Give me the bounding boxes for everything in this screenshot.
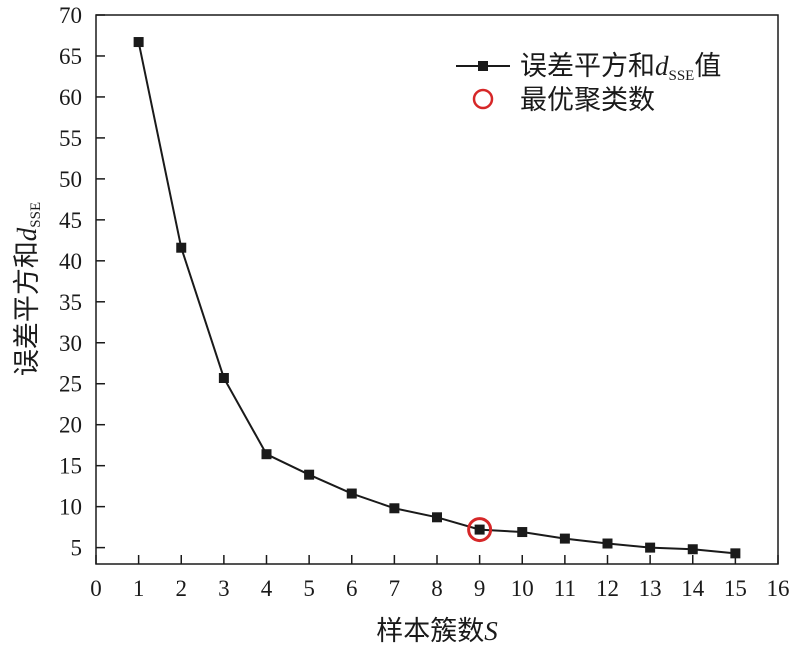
y-tick-label: 35 [59, 290, 82, 315]
data-point-marker [304, 469, 315, 480]
legend: 误差平方和dSSE值 最优聚类数 [456, 51, 721, 115]
y-axis-subscript: SSE [28, 202, 44, 228]
x-tick-label: 0 [90, 576, 102, 601]
y-tick-label: 50 [59, 167, 82, 192]
x-tick-label: 11 [554, 576, 576, 601]
x-tick-label: 4 [261, 576, 273, 601]
y-tick-label: 25 [59, 372, 82, 397]
y-tick-label: 5 [71, 536, 83, 561]
legend-highlight-label: 最优聚类数 [520, 85, 655, 115]
series-line [137, 41, 736, 555]
data-point-marker [730, 548, 741, 559]
x-axis: 0 1 2 3 4 5 6 7 8 9 10 11 12 13 14 15 16 [90, 555, 790, 601]
x-tick-label: 8 [431, 576, 443, 601]
x-tick-label: 2 [176, 576, 188, 601]
series-layer [133, 37, 741, 559]
data-point-marker [474, 524, 485, 535]
y-tick-label: 55 [59, 126, 82, 151]
legend-circle-marker [472, 88, 494, 110]
data-point-marker [346, 488, 357, 499]
optimal-cluster-circle [467, 517, 493, 543]
y-axis-variable: d [12, 227, 42, 241]
x-tick-label: 6 [346, 576, 358, 601]
y-tick-label: 65 [59, 44, 82, 69]
x-tick-label: 9 [474, 576, 486, 601]
y-tick-label: 40 [59, 249, 82, 274]
y-tick-label: 20 [59, 413, 82, 438]
y-tick-label: 10 [59, 495, 82, 520]
data-point-marker [389, 503, 400, 514]
y-tick-label: 70 [59, 3, 82, 28]
data-point-marker [559, 533, 570, 544]
x-tick-label: 7 [389, 576, 401, 601]
y-tick-label: 60 [59, 85, 82, 110]
legend-series-subscript: SSE [669, 68, 695, 84]
data-point-marker [218, 372, 229, 383]
x-tick-label: 5 [303, 576, 315, 601]
y-tick-label: 30 [59, 331, 82, 356]
data-point-marker [517, 527, 528, 538]
highlight-layer [467, 517, 493, 543]
y-axis-title: 误差平方和dSSE [12, 202, 44, 376]
y-axis: 5 10 15 20 25 30 35 40 45 50 55 60 65 70 [59, 3, 105, 561]
data-point-marker [645, 542, 656, 553]
data-point-marker [602, 538, 613, 549]
data-point-marker [133, 37, 144, 48]
plot-frame [95, 14, 779, 565]
x-tick-label: 12 [596, 576, 619, 601]
legend-square-marker [478, 61, 488, 71]
legend-series-variable: d [655, 51, 669, 81]
y-tick-label: 45 [59, 208, 82, 233]
legend-series-label: 误差平方和dSSE值 [520, 51, 721, 84]
y-tick-label: 15 [59, 454, 82, 479]
x-tick-label: 15 [724, 576, 747, 601]
x-tick-label: 14 [681, 576, 705, 601]
x-tick-label: 13 [639, 576, 662, 601]
data-point-marker [261, 449, 272, 460]
data-point-marker [432, 512, 442, 523]
data-point-marker [176, 242, 187, 253]
x-tick-label: 3 [218, 576, 230, 601]
x-axis-title: 样本簇数S [376, 616, 498, 646]
data-point-marker [687, 544, 698, 555]
x-tick-label: 1 [133, 576, 145, 601]
legend-series-suffix: 值 [694, 51, 721, 81]
x-axis-variable: S [484, 616, 498, 646]
x-tick-label: 16 [767, 576, 790, 601]
x-tick-label: 10 [511, 576, 534, 601]
